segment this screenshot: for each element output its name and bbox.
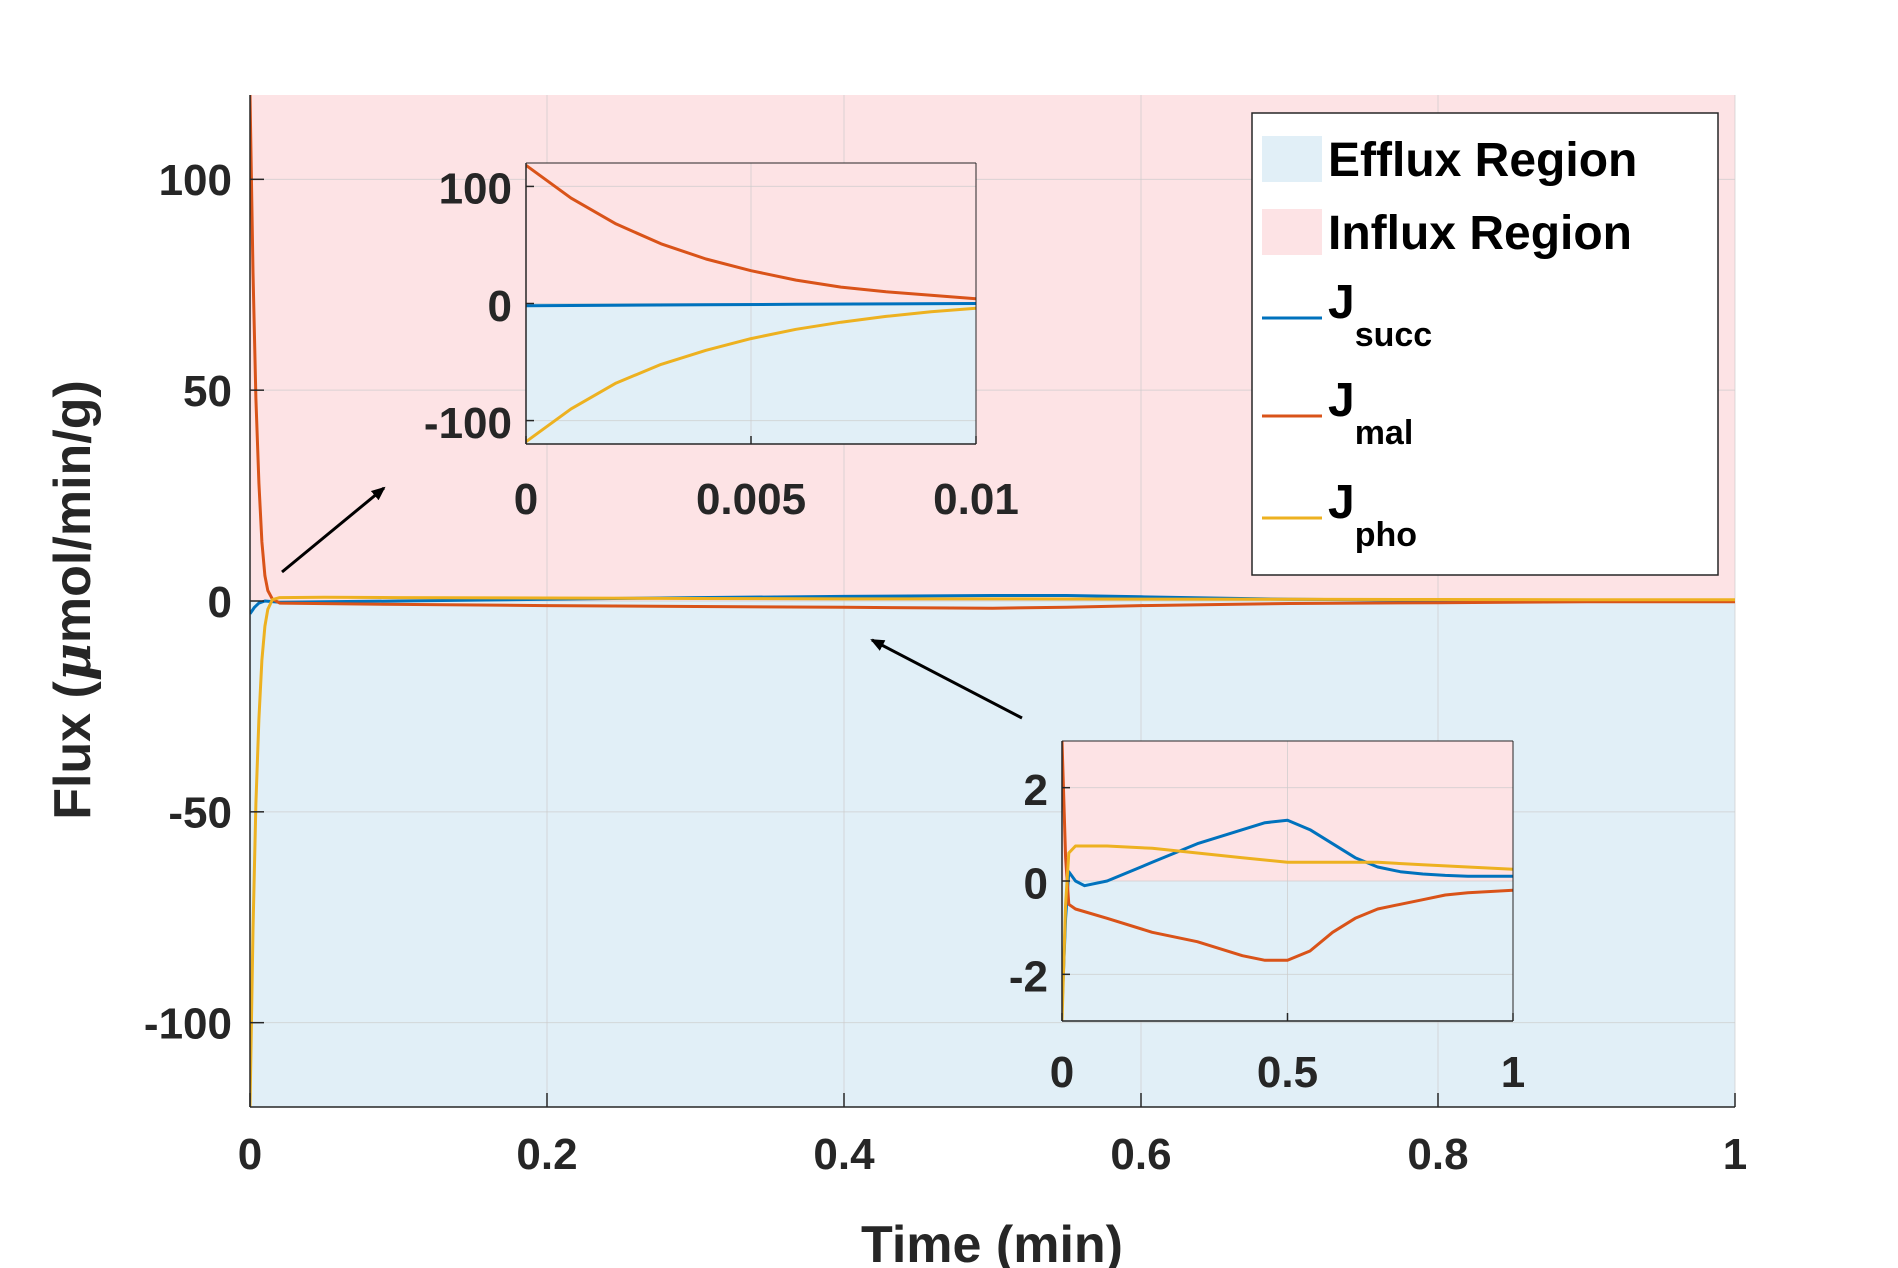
inset-zoom-xtick-label: 0 (1050, 1048, 1074, 1097)
main-xtick-label: 0.2 (516, 1130, 577, 1179)
main-ytick-label: 0 (208, 578, 232, 627)
inset-zoom-ytick-label: -2 (1009, 953, 1048, 1002)
main-ytick-label: 100 (159, 156, 232, 205)
arrow-to-zoom-inset (870, 638, 1023, 720)
main-series-J_mal (250, 95, 1735, 610)
inset-zoom-series-group (1062, 741, 1513, 1021)
main-ytick-label: -50 (168, 789, 232, 838)
legend-label-mal: Jmal (1328, 374, 1413, 452)
inset-zoom-axes: 0 0.5 1-202 (1009, 740, 1525, 1097)
inset-early-xtick-label: 0.01 (933, 475, 1019, 524)
inset-early-ytick-label: 100 (439, 165, 512, 214)
legend-label-influx: Influx Region (1328, 207, 1632, 260)
legend-label-efflux: Efflux Region (1328, 134, 1637, 187)
y-axis-title: Flux (μmol/min/g) (42, 380, 103, 820)
inset-zoom-xtick-label: 1 (1501, 1048, 1525, 1097)
inset-zoom-ytick-label: 0 (1024, 859, 1048, 908)
arrow-to-early-inset (281, 486, 386, 574)
main-xtick-label: 0.4 (813, 1130, 875, 1179)
main-ytick-label: -100 (144, 1000, 232, 1049)
legend: Efflux Region Influx Region Jsucc Jmal J… (1251, 112, 1719, 576)
inset-early-xtick-label: 0 (514, 475, 538, 524)
main-ytick-label: 50 (183, 367, 232, 416)
inset-zoom-series-J_succ (1062, 818, 1513, 1008)
legend-swatch-efflux (1262, 136, 1322, 182)
inset-early-series-J_pho (526, 306, 976, 443)
inset-zoom-series-J_pho (1062, 844, 1513, 1021)
inset-zoom-ytick-label: 2 (1024, 766, 1048, 815)
inset-zoom-series-J_mal (1062, 741, 1513, 962)
main-xtick-label: 0 (238, 1130, 262, 1179)
inset-early-series-J_mal (526, 164, 976, 301)
inset-early-series-group (526, 164, 976, 443)
inset-zoom-xtick-label: 0.5 (1257, 1048, 1318, 1097)
legend-box (1251, 112, 1719, 576)
main-xtick-label: 0.6 (1110, 1130, 1171, 1179)
inset-early-ytick-label: 0 (488, 282, 512, 331)
inset-early-series-J_succ (526, 302, 976, 308)
inset-early-ytick-label: -100 (424, 399, 512, 448)
legend-label-succ: Jsucc (1328, 276, 1432, 354)
main-xtick-label: 1 (1723, 1130, 1747, 1179)
main-series-J_pho (250, 595, 1735, 1107)
main-xtick-label: 0.8 (1407, 1130, 1468, 1179)
x-axis-title: Time (min) (861, 1216, 1123, 1268)
legend-label-pho: Jpho (1328, 476, 1417, 554)
inset-early-xtick-label: 0.005 (696, 475, 806, 524)
legend-swatch-influx (1262, 209, 1322, 255)
